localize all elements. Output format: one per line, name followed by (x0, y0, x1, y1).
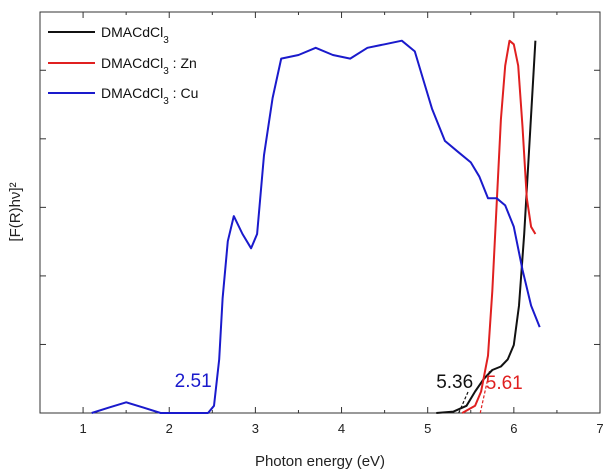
x-axis-title: Photon energy (eV) (255, 453, 385, 470)
x-tick-labels: 1 2 3 4 5 6 7 (79, 421, 603, 436)
tangent-lines (458, 369, 491, 414)
onset-tangent-line (479, 369, 491, 414)
annotations: 2.51 5.36 5.61 (175, 371, 523, 394)
legend: DMACdCl3 DMACdCl3 : Zn DMACdCl3 : Cu (48, 24, 198, 107)
x-tick-label: 4 (338, 421, 345, 436)
onset-label-5-61: 5.61 (486, 373, 523, 394)
legend-label-dmacdcl3-cu: DMACdCl3 : Cu (101, 85, 198, 107)
x-tick-label: 5 (424, 421, 431, 436)
onset-label-2-51: 2.51 (175, 371, 212, 392)
series-line-dmacdcl3 (436, 40, 537, 414)
legend-label-dmacdcl3-zn: DMACdCl3 : Zn (101, 55, 197, 77)
x-tick-label: 6 (510, 421, 517, 436)
x-tick-label: 1 (79, 421, 86, 436)
onset-tangent-line (458, 391, 469, 414)
legend-label-dmacdcl3: DMACdCl3 (101, 24, 169, 46)
x-tick-label: 3 (252, 421, 259, 436)
onset-label-5-36: 5.36 (436, 372, 473, 393)
x-tick-label: 7 (596, 421, 603, 436)
axis-ticks (40, 12, 601, 414)
series-lines (91, 39, 541, 414)
y-axis-title: [F(R)hν]² (7, 182, 24, 241)
x-tick-label: 2 (166, 421, 173, 436)
plot-frame (39, 11, 601, 414)
series-line-dmacdcl3-zn (461, 39, 537, 414)
series-line-dmacdcl3-cu (91, 39, 541, 414)
